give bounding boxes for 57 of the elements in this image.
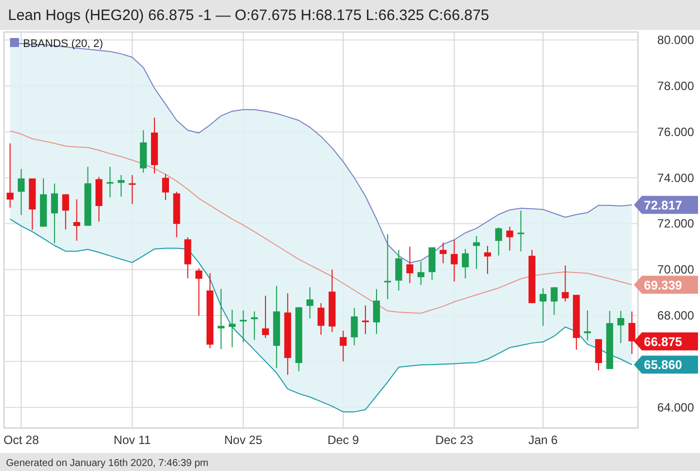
x-tick-label: Oct 28: [4, 433, 40, 447]
candlestick: [162, 174, 169, 201]
candlestick: [540, 288, 547, 326]
data-label: 69.339: [644, 278, 682, 292]
candlestick: [106, 166, 114, 198]
candlestick: [18, 168, 25, 216]
candlestick: [450, 239, 458, 282]
chart-title: Lean Hogs (HEG20) 66.875 -1 — O:67.675 H:68.175 L:66.325 C:66.875: [8, 7, 490, 24]
candlestick: [118, 174, 125, 198]
candlestick: [617, 310, 624, 344]
candlestick: [550, 286, 558, 316]
y-tick-label: 64.000: [657, 400, 694, 414]
y-tick-label: 80.000: [657, 33, 694, 48]
data-label: 72.817: [644, 198, 682, 212]
candlestick: [373, 288, 380, 334]
y-tick-label: 70.000: [657, 262, 694, 277]
text: 66.875: [644, 334, 682, 349]
candlestick: [218, 288, 225, 350]
x-tick-label: Dec 23: [435, 433, 474, 447]
candlestick: [362, 304, 369, 335]
candlestick: [517, 210, 524, 252]
line-series: [10, 218, 632, 412]
x-tick-label: Jan 6: [528, 433, 558, 447]
y-tick-label: 72.000: [657, 216, 694, 231]
candlestick: [440, 242, 447, 264]
data-label: 65.860: [644, 358, 682, 372]
y-tick-label: 76.000: [657, 124, 694, 139]
candlestick: [195, 268, 202, 316]
candlestick: [318, 302, 324, 336]
candlestick: [484, 245, 491, 274]
candlestick: [473, 236, 480, 270]
candlestick: [228, 309, 236, 348]
candlestick: [506, 226, 514, 252]
candlestick: [595, 338, 602, 371]
candlestick: [51, 183, 58, 244]
candlestick: [384, 234, 392, 300]
candlestick: [417, 261, 424, 286]
candlestick: [350, 308, 358, 346]
candlestick: [406, 246, 414, 284]
candlestick: [262, 295, 269, 339]
text: Generated on January 16th 2020, 7:46:39 pm: [6, 458, 208, 469]
candlestick: [340, 330, 347, 362]
candlestick: [62, 194, 70, 230]
x-tick-label: Nov 11: [114, 433, 152, 447]
x-tick-label: Nov 25: [224, 433, 263, 447]
candlestick: [495, 226, 502, 256]
candlestick: [562, 264, 569, 302]
candlestick: [73, 198, 80, 242]
candlestick: [395, 249, 402, 291]
candlestick: [128, 174, 136, 204]
y-tick-label: 68.000: [657, 308, 694, 323]
candlestick: [306, 286, 314, 319]
x-tick-label: Dec 9: [328, 433, 360, 447]
candlestick: [6, 142, 14, 208]
candlestick: [462, 248, 469, 279]
y-tick-label: 74.000: [657, 170, 694, 185]
y-tick-label: 78.000: [657, 78, 694, 93]
